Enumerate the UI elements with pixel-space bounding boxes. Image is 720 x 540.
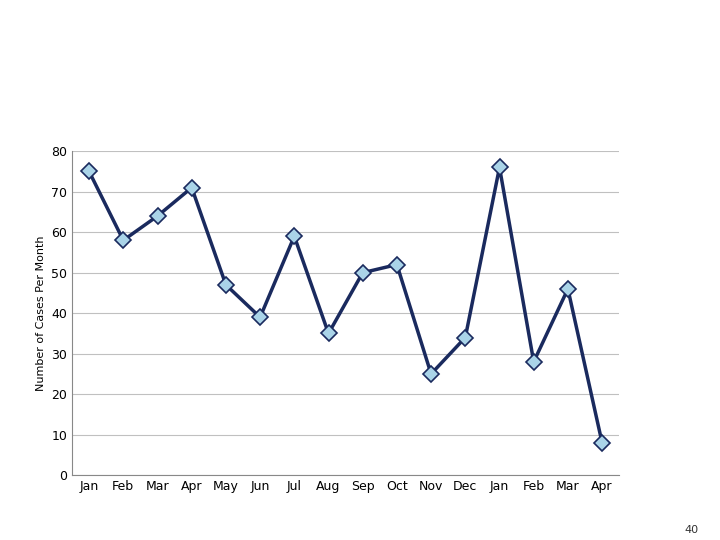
Text: Monthly Run Rate On Payment Cases
Reviewed
(Jan 2015 – April 14, 2014): Monthly Run Rate On Payment Cases Review… xyxy=(12,18,448,89)
Text: 40: 40 xyxy=(684,524,698,535)
Y-axis label: Number of Cases Per Month: Number of Cases Per Month xyxy=(35,235,45,391)
